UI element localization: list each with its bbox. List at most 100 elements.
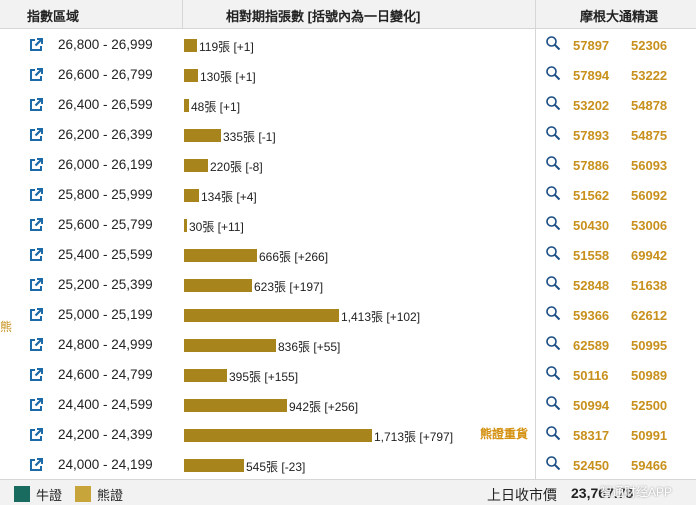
pick-code[interactable]: 54878: [631, 98, 668, 113]
bar-value-label: 395張 [+155]: [229, 370, 299, 384]
magnifier-icon[interactable]: [545, 395, 561, 411]
external-link-icon[interactable]: [29, 458, 43, 472]
chart-row: 26,600 - 26,799 130張 [+1] 57894 53222: [0, 60, 696, 90]
bar: [184, 279, 252, 292]
magnifier-icon[interactable]: [545, 245, 561, 261]
magnifier-icon[interactable]: [545, 65, 561, 81]
pick-code[interactable]: 52848: [573, 278, 610, 293]
pick-code[interactable]: 69942: [631, 248, 668, 263]
external-link-icon[interactable]: [29, 98, 43, 112]
external-link-icon[interactable]: [29, 218, 43, 232]
pick-code[interactable]: 59466: [631, 458, 668, 473]
bar: [184, 219, 187, 232]
external-link-icon[interactable]: [29, 128, 43, 142]
pick-code[interactable]: 53202: [573, 98, 610, 113]
external-link-icon[interactable]: [29, 278, 43, 292]
previous-close-label: 上日收市價: [487, 487, 557, 503]
range-label: 25,800 - 25,999: [58, 187, 153, 202]
bar-value-label: 623張 [+197]: [254, 280, 324, 294]
pick-code[interactable]: 53222: [631, 68, 668, 83]
picks-divider: [535, 0, 536, 480]
magnifier-icon[interactable]: [545, 35, 561, 51]
pick-code[interactable]: 58317: [573, 428, 610, 443]
external-link-icon[interactable]: [29, 308, 43, 322]
pick-code[interactable]: 62589: [573, 338, 610, 353]
range-label: 24,800 - 24,999: [58, 337, 153, 352]
external-link-icon[interactable]: [29, 68, 43, 82]
external-link-icon[interactable]: [29, 338, 43, 352]
pick-code[interactable]: 62612: [631, 308, 668, 323]
col-header-bars: 相對期指張數 [括號內為一日變化]: [226, 9, 421, 24]
bar: [184, 339, 276, 352]
range-label: 25,400 - 25,599: [58, 247, 153, 262]
pick-code[interactable]: 50995: [631, 338, 668, 353]
magnifier-icon[interactable]: [545, 125, 561, 141]
magnifier-icon[interactable]: [545, 215, 561, 231]
pick-code[interactable]: 53006: [631, 218, 668, 233]
external-link-icon[interactable]: [29, 188, 43, 202]
magnifier-icon[interactable]: [545, 455, 561, 471]
bar-value-label: 48張 [+1]: [191, 100, 241, 114]
external-link-icon[interactable]: [29, 38, 43, 52]
external-link-icon[interactable]: [29, 428, 43, 442]
pick-code[interactable]: 51638: [631, 278, 668, 293]
col-header-picks: 摩根大通精選: [580, 9, 659, 24]
magnifier-icon[interactable]: [545, 335, 561, 351]
bar-value-label: 335張 [-1]: [223, 130, 276, 144]
pick-code[interactable]: 56092: [631, 188, 668, 203]
bar-value-label: 942張 [+256]: [289, 400, 359, 414]
pick-code[interactable]: 51558: [573, 248, 610, 263]
pick-code[interactable]: 50116: [573, 368, 609, 383]
magnifier-icon[interactable]: [545, 365, 561, 381]
pick-code[interactable]: 54875: [631, 128, 668, 143]
external-link-icon[interactable]: [29, 368, 43, 382]
bar: [184, 459, 244, 472]
pick-code[interactable]: 59366: [573, 308, 610, 323]
chart-row: 25,200 - 25,399 623張 [+197] 52848 51638: [0, 270, 696, 300]
bar: [184, 369, 227, 382]
external-link-icon[interactable]: [29, 158, 43, 172]
bar-value-label: 1,413張 [+102]: [341, 310, 421, 324]
pick-code[interactable]: 50430: [573, 218, 610, 233]
pick-code[interactable]: 50991: [631, 428, 668, 443]
pick-code[interactable]: 57897: [573, 38, 610, 53]
range-label: 25,000 - 25,199: [58, 307, 153, 322]
chart-row: 24,000 - 24,199 545張 [-23] 52450 59466: [0, 450, 696, 480]
pick-code[interactable]: 50994: [573, 398, 610, 413]
chart-row: 26,800 - 26,999 119張 [+1] 57897 52306: [0, 30, 696, 60]
chart-row: 25,800 - 25,999 134張 [+4] 51562 56092: [0, 180, 696, 210]
col-header-range: 指數區域: [27, 9, 80, 24]
pick-code[interactable]: 52306: [631, 38, 668, 53]
chart-row: 25,000 - 25,199 1,413張 [+102] 59366 62612: [0, 300, 696, 330]
magnifier-icon[interactable]: [545, 95, 561, 111]
bar-value-label: 836張 [+55]: [278, 340, 341, 354]
bear-side-label: 熊: [0, 320, 13, 334]
pick-code[interactable]: 56093: [631, 158, 668, 173]
range-label: 26,600 - 26,799: [58, 67, 153, 82]
pick-code[interactable]: 50989: [631, 368, 668, 383]
pick-code[interactable]: 57893: [573, 128, 610, 143]
magnifier-icon[interactable]: [545, 425, 561, 441]
magnifier-icon[interactable]: [545, 305, 561, 321]
bull-legend-swatch: [14, 486, 30, 502]
pick-code[interactable]: 57894: [573, 68, 610, 83]
external-link-icon[interactable]: [29, 248, 43, 262]
range-label: 24,200 - 24,399: [58, 427, 153, 442]
pick-code[interactable]: 52450: [573, 458, 610, 473]
range-label: 24,000 - 24,199: [58, 457, 153, 472]
range-label: 26,200 - 26,399: [58, 127, 153, 142]
magnifier-icon[interactable]: [545, 155, 561, 171]
bar-value-label: 119張 [+1]: [199, 40, 254, 54]
range-label: 24,400 - 24,599: [58, 397, 153, 412]
pick-code[interactable]: 57886: [573, 158, 610, 173]
bull-legend-label: 牛證: [36, 488, 63, 503]
pick-code[interactable]: 52500: [631, 398, 668, 413]
external-link-icon[interactable]: [29, 398, 43, 412]
bar: [184, 429, 372, 442]
chart-row: 24,200 - 24,399 1,713張 [+797] 58317 50991: [0, 420, 696, 450]
bar: [184, 159, 208, 172]
magnifier-icon[interactable]: [545, 275, 561, 291]
watermark: 智通财经APP: [600, 485, 673, 499]
magnifier-icon[interactable]: [545, 185, 561, 201]
pick-code[interactable]: 51562: [573, 188, 610, 203]
